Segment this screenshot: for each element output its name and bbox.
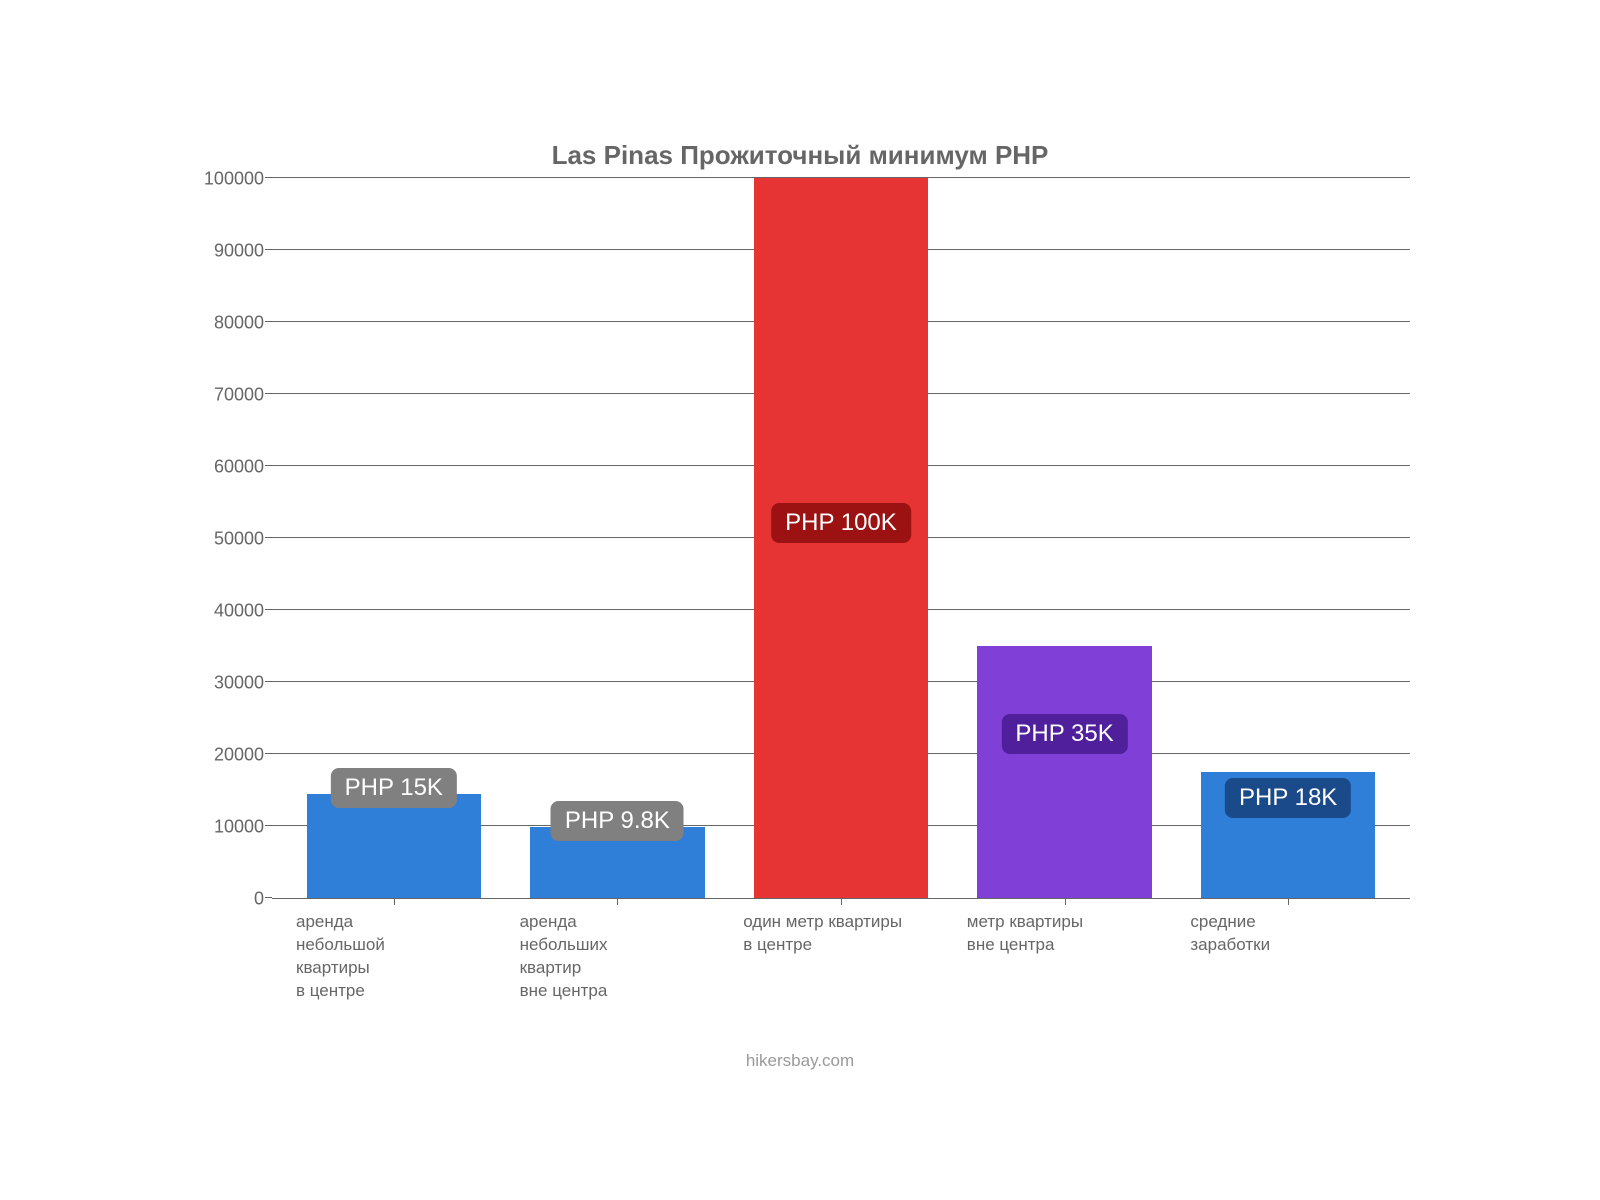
- bar: PHP 35K: [977, 646, 1151, 898]
- y-tick-label: 60000: [190, 457, 264, 478]
- bar-value-label: PHP 100K: [771, 503, 911, 543]
- x-tick-mark: [1065, 898, 1066, 905]
- bar-slot: PHP 100K: [729, 179, 953, 898]
- x-axis-label: средниезаработки: [1176, 899, 1400, 1003]
- plot-row: 0100002000030000400005000060000700008000…: [190, 179, 1410, 899]
- y-tick-label: 80000: [190, 313, 264, 334]
- y-tick-label: 70000: [190, 385, 264, 406]
- chart-container: Las Pinas Прожиточный минимум PHP 0 10000…: [160, 120, 1440, 1080]
- x-tick-mark: [1288, 898, 1289, 905]
- y-tick-mark: [265, 465, 272, 466]
- x-axis-label: один метр квартирыв центре: [729, 899, 953, 1003]
- y-tick-mark: [265, 897, 272, 898]
- bar-slot: PHP 15K: [282, 179, 506, 898]
- bar-value-label: PHP 15K: [331, 768, 457, 808]
- x-tick-mark: [394, 898, 395, 905]
- y-axis: 0100002000030000400005000060000700008000…: [190, 179, 272, 899]
- chart-title: Las Pinas Прожиточный минимум PHP: [190, 140, 1410, 171]
- y-tick-label: 30000: [190, 673, 264, 694]
- y-tick-mark: [265, 825, 272, 826]
- y-tick-mark: [265, 537, 272, 538]
- bar-value-label: PHP 9.8K: [551, 801, 684, 841]
- x-tick-mark: [617, 898, 618, 905]
- x-tick-mark: [841, 898, 842, 905]
- bar-slot: PHP 18K: [1176, 179, 1400, 898]
- y-tick-mark: [265, 249, 272, 250]
- y-tick-mark: [265, 177, 272, 178]
- bar: PHP 18K: [1201, 772, 1375, 898]
- y-tick-label: 0: [190, 889, 264, 910]
- y-tick-label: 10000: [190, 817, 264, 838]
- x-axis-labels: аренданебольшойквартирыв центреаренданеб…: [272, 899, 1410, 1003]
- y-tick-label: 50000: [190, 529, 264, 550]
- bars-layer: PHP 15K PHP 9.8K PHP 100K PHP 35K PHP 18K: [272, 179, 1410, 898]
- y-tick-label: 90000: [190, 241, 264, 262]
- bar: PHP 15K: [307, 794, 481, 898]
- x-axis-label: аренданебольшойквартирыв центре: [282, 899, 506, 1003]
- y-tick-mark: [265, 321, 272, 322]
- bar-value-label: PHP 18K: [1225, 778, 1351, 818]
- plot-area: PHP 15K PHP 9.8K PHP 100K PHP 35K PHP 18K: [272, 179, 1410, 899]
- y-tick-label: 100000: [190, 169, 264, 190]
- y-tick-mark: [265, 393, 272, 394]
- x-axis-label: аренданебольшихквартирвне центра: [506, 899, 730, 1003]
- y-tick-label: 40000: [190, 601, 264, 622]
- bar-slot: PHP 35K: [953, 179, 1177, 898]
- x-axis-label: метр квартирывне центра: [953, 899, 1177, 1003]
- bar-slot: PHP 9.8K: [506, 179, 730, 898]
- bar-value-label: PHP 35K: [1001, 714, 1127, 754]
- y-tick-mark: [265, 609, 272, 610]
- y-tick-mark: [265, 681, 272, 682]
- bar: PHP 9.8K: [530, 827, 704, 898]
- chart-credit: hikersbay.com: [190, 1051, 1410, 1071]
- y-tick-label: 20000: [190, 745, 264, 766]
- y-tick-mark: [265, 753, 272, 754]
- bar: PHP 100K: [754, 178, 928, 898]
